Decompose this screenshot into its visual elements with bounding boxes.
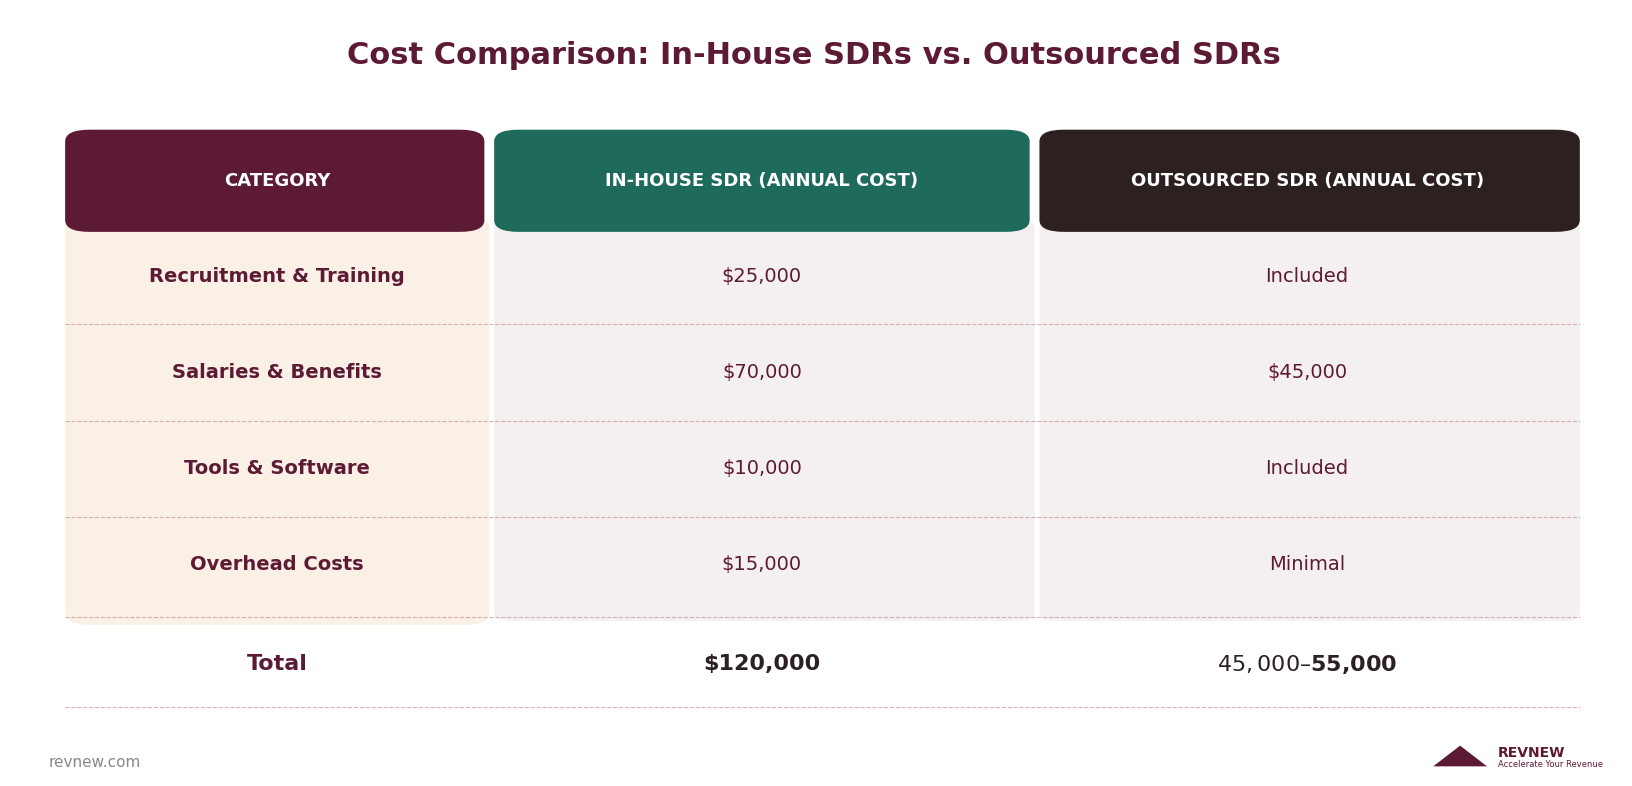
Polygon shape: [1433, 746, 1487, 766]
Text: Tools & Software: Tools & Software: [184, 459, 370, 478]
FancyBboxPatch shape: [1040, 220, 1580, 621]
Text: Minimal: Minimal: [1270, 556, 1345, 575]
Text: Salaries & Benefits: Salaries & Benefits: [173, 363, 382, 382]
Text: $25,000: $25,000: [721, 266, 801, 285]
Text: Total: Total: [246, 654, 308, 674]
FancyBboxPatch shape: [1040, 130, 1580, 232]
FancyBboxPatch shape: [494, 130, 1030, 232]
Text: OUTSOURCED SDR (ANNUAL COST): OUTSOURCED SDR (ANNUAL COST): [1131, 172, 1483, 189]
Text: Included: Included: [1266, 266, 1348, 285]
Text: Overhead Costs: Overhead Costs: [191, 556, 364, 575]
FancyBboxPatch shape: [65, 216, 490, 625]
Text: $70,000: $70,000: [721, 363, 801, 382]
Text: $15,000: $15,000: [721, 556, 801, 575]
Text: $45,000–$55,000: $45,000–$55,000: [1217, 652, 1397, 676]
Text: $45,000: $45,000: [1266, 363, 1348, 382]
FancyBboxPatch shape: [65, 130, 485, 232]
Text: Accelerate Your Revenue: Accelerate Your Revenue: [1498, 760, 1603, 769]
Text: Recruitment & Training: Recruitment & Training: [150, 266, 405, 285]
Text: Cost Comparison: In-House SDRs vs. Outsourced SDRs: Cost Comparison: In-House SDRs vs. Outso…: [348, 41, 1281, 69]
Text: IN-HOUSE SDR (ANNUAL COST): IN-HOUSE SDR (ANNUAL COST): [605, 172, 919, 189]
Text: revnew.com: revnew.com: [49, 755, 142, 770]
FancyBboxPatch shape: [494, 220, 1035, 621]
Text: REVNEW: REVNEW: [1498, 747, 1565, 760]
Text: CATEGORY: CATEGORY: [224, 172, 330, 189]
Text: Included: Included: [1266, 459, 1348, 478]
Text: $120,000: $120,000: [703, 654, 821, 674]
Text: $10,000: $10,000: [721, 459, 801, 478]
